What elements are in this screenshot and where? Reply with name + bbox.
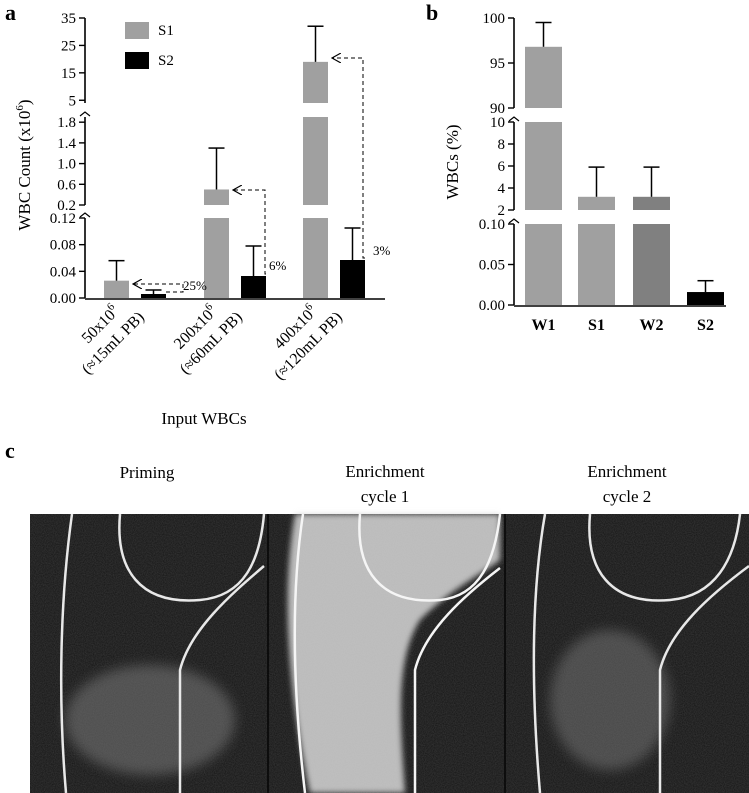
channel-wall-curve (118, 513, 266, 602)
bar-s1 (104, 280, 129, 298)
x-tick-label: S2 (697, 317, 714, 334)
panel-label-a: a (5, 0, 16, 25)
bar-w1 (525, 224, 562, 305)
bar-w1 (525, 122, 562, 210)
chart-a-axis-break (79, 111, 91, 117)
chart-a-tick-label: 0.08 (50, 238, 76, 254)
chart-b-axis-break (508, 116, 520, 122)
cell-haze (550, 630, 670, 770)
chart-a-tick-label: 0.6 (57, 177, 76, 193)
channel-wall-curve (358, 513, 502, 602)
chart-a-tick-label: 1.0 (57, 157, 76, 173)
micrograph-subtitle-cycle-2: cycle 2 (603, 487, 652, 506)
chart-a: WBC Count (x106) Input WBCs 0.00 0.04 0.08… (14, 11, 391, 428)
chart-a-ylabel: WBC Count (x106) (14, 99, 34, 230)
bar-w2 (633, 196, 670, 210)
chart-a-tick-label: 0.2 (57, 198, 76, 214)
chart-b-ylabel: WBCs (%) (443, 124, 462, 199)
micrograph-cycle-2 (532, 513, 749, 793)
chart-a-tick-label: 25 (61, 38, 76, 54)
panel-label-b: b (426, 0, 438, 25)
annotation-percent: 3% (373, 243, 391, 258)
chart-b-tick-label: 0.05 (479, 258, 505, 274)
panel-label-c: c (5, 438, 15, 463)
chart-b-tick-label: 8 (498, 137, 506, 153)
chart-a-tick-label: 1.8 (57, 115, 76, 131)
legend-swatch-s1 (125, 22, 149, 39)
micrograph-priming (59, 513, 266, 793)
bar-s1 (204, 189, 229, 205)
cell-haze (65, 665, 235, 775)
bar-s2 (687, 292, 724, 305)
x-tick-label: S1 (588, 317, 605, 334)
annotation-arrow (332, 58, 365, 259)
channel-wall-curve (588, 513, 742, 602)
chart-b-tick-label: 95 (490, 56, 505, 72)
chart-a-tick-label: 5 (69, 93, 77, 109)
channel-wall-left (293, 513, 307, 793)
x-tick-label: W2 (640, 317, 664, 334)
legend-label-s1: S1 (158, 23, 174, 39)
x-tick-label: W1 (532, 317, 556, 334)
bar-s1 (204, 218, 229, 298)
chart-b-tick-label: 4 (498, 181, 506, 197)
bar-s1 (578, 224, 615, 305)
annotation-percent: 6% (269, 258, 287, 273)
channel-wall-left (59, 513, 74, 793)
micrograph-cycle-1 (287, 513, 502, 793)
annotation-percent: 25% (183, 278, 207, 293)
chart-a-tick-label: 0.04 (50, 264, 77, 280)
bar-s1 (303, 117, 328, 205)
chart-a-tick-label: 0.12 (50, 211, 76, 227)
bar-w2 (633, 224, 670, 305)
chart-b-tick-label: 100 (483, 11, 506, 27)
chart-a-tick-label: 1.4 (57, 136, 76, 152)
legend-swatch-s2 (125, 52, 149, 69)
chart-b-tick-label: 90 (490, 101, 505, 117)
micrograph-title-cycle-2: Enrichment (587, 462, 667, 481)
chart-b-tick-label: 0.10 (479, 217, 505, 233)
bar-s2 (141, 294, 166, 298)
chart-b-tick-label: 10 (490, 115, 505, 131)
channel-wall-right (178, 565, 265, 793)
bar-s1 (578, 196, 615, 210)
chart-a-tick-label: 15 (61, 66, 76, 82)
chart-a-axis-break (79, 212, 91, 218)
channel-wall-left (532, 513, 547, 793)
cell-band (287, 514, 500, 793)
legend-label-s2: S2 (158, 53, 174, 69)
channel-wall-right (658, 564, 749, 793)
bar-s1 (303, 218, 328, 298)
chart-b-axis-break (508, 218, 520, 224)
annotation-arrow (233, 190, 266, 275)
annotation-arrow (133, 284, 184, 293)
micrograph-title-priming: Priming (120, 463, 175, 482)
chart-a-xlabel: Input WBCs (161, 409, 246, 428)
chart-a-tick-label: 0.00 (50, 291, 76, 307)
chart-b-tick-label: 6 (498, 159, 506, 175)
channel-wall-right (413, 567, 501, 793)
chart-b-tick-label: 0.00 (479, 298, 505, 314)
micrograph-title-cycle-1: Enrichment (345, 462, 425, 481)
bar-s2 (241, 276, 266, 298)
chart-b-tick-label: 2 (498, 203, 506, 219)
bar-s1 (303, 61, 328, 103)
chart-a-tick-label: 35 (61, 11, 76, 27)
bar-w1 (525, 46, 562, 108)
micrograph-panel: Priming Enrichment cycle 1 Enrichment cy… (30, 462, 749, 793)
micrograph-subtitle-cycle-1: cycle 1 (361, 487, 410, 506)
bar-s2 (340, 260, 365, 298)
